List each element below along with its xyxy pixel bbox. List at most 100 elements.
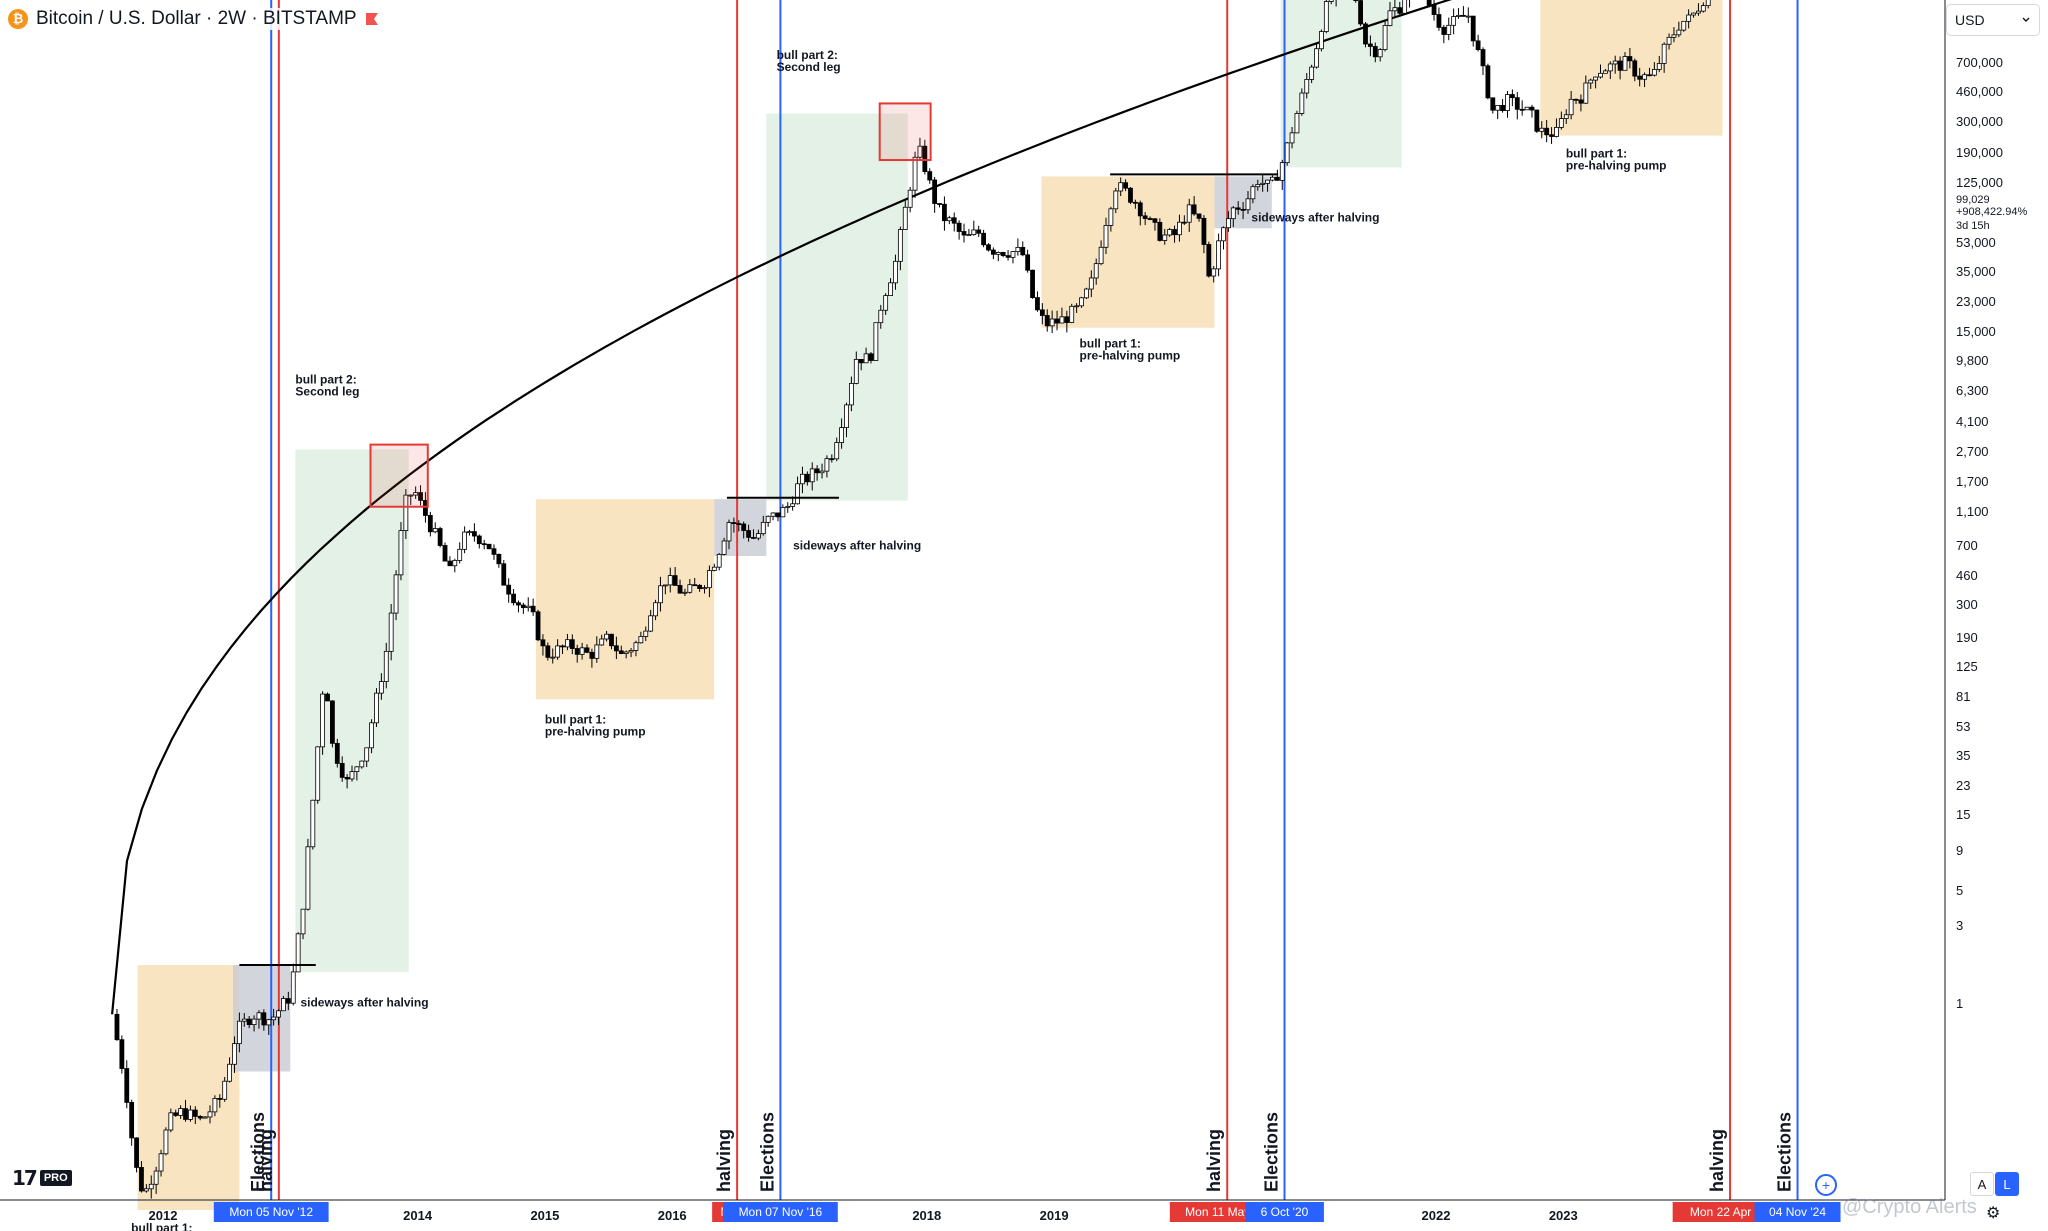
candle-body [995,252,1001,255]
price-axis[interactable]: 700,000 460,000 300,000 190,000 125,000 99,02… [1944,0,2027,1200]
candle [153,1166,159,1194]
candle-body [202,1116,208,1119]
halving-label: halving [1707,1129,1727,1192]
symbol-title[interactable]: Bitcoin / U.S. Dollar · 2W · BITSTAMP [36,8,357,29]
candle-body [261,1012,267,1026]
candle [1074,303,1080,313]
date-chip-label: Mon 07 Nov '16 [739,1205,823,1219]
candle-body [648,615,654,632]
candle-body [1211,268,1217,277]
candle [300,908,306,940]
candle-body [1637,75,1643,80]
candle-body [633,642,639,651]
candle [1323,0,1329,34]
candle [462,526,468,554]
log-scale-button[interactable]: L [1995,1172,2019,1196]
candle [1514,92,1520,120]
candle-body [1490,97,1496,111]
candle [222,1077,228,1102]
candle [711,563,717,572]
candle [932,176,938,213]
candle [961,223,967,243]
chart-header: ₿ Bitcoin / U.S. Dollar · 2W · BITSTAMP [8,8,383,30]
candle-body [976,229,982,234]
candle [809,462,815,491]
candle [1255,179,1261,191]
candle [143,1184,149,1193]
candle-body [1196,213,1202,219]
candle-body [736,523,742,525]
date-chip-label: Mon 22 Apr '24 [1690,1205,1771,1219]
candle [295,932,301,973]
candle [1030,269,1035,299]
candle-body [1441,26,1447,35]
price-tick-label: 300,000 [1956,114,2003,129]
candle-body [765,515,771,523]
candle [1015,238,1021,256]
candle [1671,27,1677,43]
candle [148,1175,154,1199]
candle [956,220,962,240]
auto-scale-button[interactable]: A [1970,1172,1994,1196]
currency-select[interactable]: USD [1946,4,2040,36]
candle-body [829,458,835,461]
candle [330,700,335,748]
candle [447,556,453,567]
candle-body [383,650,389,682]
annotation-text: bull part 1: [1080,336,1141,350]
candle [1409,0,1411,8]
candle-body [702,587,707,590]
candle-body [330,700,335,744]
candle [692,577,698,587]
plus-circle-icon[interactable]: + [1815,1174,1837,1196]
candle [1554,118,1559,138]
candle [873,322,879,361]
candle-body [349,771,355,780]
pre-halving-zone [535,499,715,700]
candle-body [139,1167,144,1192]
time-axis[interactable]: 2012201420152016201820192202220232Mon 05… [0,1199,1945,1223]
gear-icon[interactable]: ⚙ [1986,1205,2001,1222]
candle [589,648,595,668]
flag-icon[interactable] [365,12,379,26]
price-tick-label: 81 [1956,689,1970,704]
candle-body [780,507,786,518]
candle-body [1367,43,1373,47]
candle-body [565,639,570,648]
candle [1363,22,1368,48]
candle [183,1099,188,1122]
price-tick-label: 23 [1956,778,1970,793]
candle-body [1270,176,1275,181]
tradingview-logo: 17 PRO [12,1166,72,1190]
candle-body [1554,127,1559,137]
candle [1495,104,1501,120]
candle-body [917,145,923,158]
candle-body [1612,60,1618,65]
candle [134,1137,139,1173]
candles-layer [114,0,1711,1199]
candle-body [1426,0,1432,6]
candle [565,633,570,651]
candle-body [569,639,575,649]
candle-body [888,282,893,297]
candle [888,278,893,297]
candle [893,254,898,290]
candle-body [183,1108,188,1120]
candle [971,220,977,236]
candle [868,352,874,364]
candle-body [496,553,502,565]
candle-body [1431,4,1437,15]
election-date-chip: Mon 05 Nov '12 [213,1202,329,1222]
candle [1681,20,1687,32]
candle [1279,159,1285,190]
candle-body [1284,142,1290,164]
price-tick-label: 3d 15h [1956,220,1990,232]
candle-body [1461,14,1466,17]
candle [755,529,761,541]
candle-body [961,231,967,236]
candle-body [344,776,350,780]
candle-body [1495,104,1501,111]
candle-body [795,483,800,505]
candle [1367,35,1373,57]
